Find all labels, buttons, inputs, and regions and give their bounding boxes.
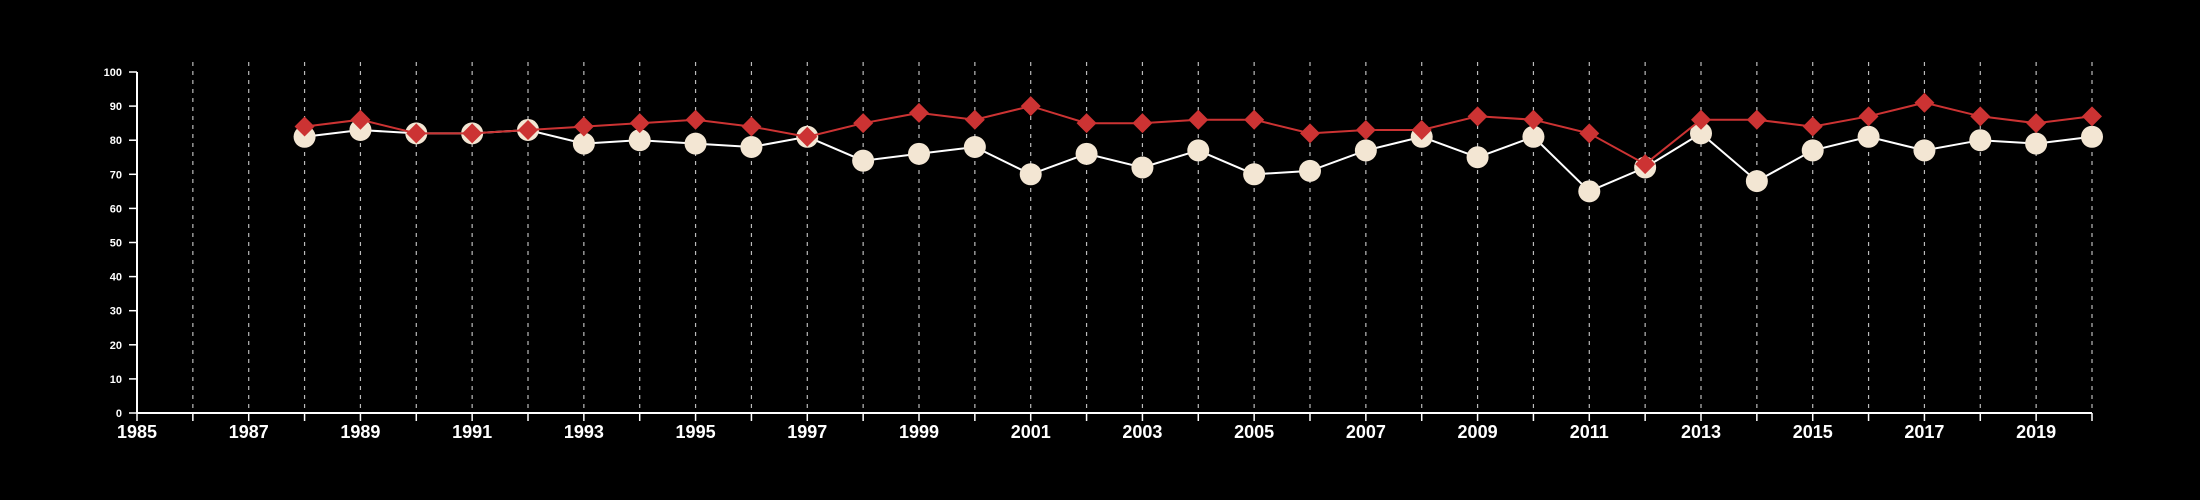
y-tick-label: 0 — [116, 408, 122, 420]
data-point-circle — [1131, 156, 1154, 179]
x-tick-label: 1993 — [564, 422, 604, 442]
x-tick-label: 1989 — [340, 422, 380, 442]
x-tick-label: 1987 — [229, 422, 269, 442]
data-point-circle — [572, 132, 595, 155]
y-tick-label: 20 — [110, 340, 122, 352]
data-point-diamond — [853, 113, 874, 134]
x-tick-label: 2001 — [1011, 422, 1051, 442]
y-tick-label: 90 — [110, 101, 122, 113]
x-tick-label: 1995 — [676, 422, 716, 442]
data-point-diamond — [1355, 119, 1376, 140]
data-point-diamond — [2082, 106, 2102, 127]
data-point-diamond — [1914, 92, 1935, 113]
x-tick-label: 2017 — [1904, 422, 1944, 442]
data-point-circle — [1801, 139, 1824, 162]
x-tick-label: 1991 — [452, 422, 492, 442]
data-point-diamond — [1132, 113, 1153, 134]
data-point-diamond — [964, 109, 985, 130]
data-point-circle — [1690, 122, 1712, 145]
data-point-diamond — [294, 116, 315, 137]
y-tick-label: 60 — [110, 203, 122, 215]
x-axis-ticks: 1985 1987 1989 1991 1993 1995 1997 1999 2001 2003… — [117, 413, 2093, 442]
data-point-diamond — [1970, 106, 1991, 127]
x-tick-label: 2003 — [1122, 422, 1162, 442]
data-point-diamond — [741, 116, 762, 137]
data-point-circle — [740, 136, 763, 159]
y-tick-label: 70 — [110, 169, 122, 181]
data-point-circle — [1299, 159, 1321, 182]
data-point-circle — [1187, 139, 1210, 162]
series-1 — [294, 92, 2102, 175]
x-tick-label: 2019 — [2016, 422, 2056, 442]
data-point-diamond — [573, 116, 594, 137]
data-point-circle — [1578, 180, 1601, 203]
data-point-circle — [1354, 139, 1377, 162]
data-point-diamond — [1020, 96, 1041, 117]
x-tick-label: 2015 — [1793, 422, 1833, 442]
data-point-circle — [1745, 170, 1768, 193]
x-tick-label: 2007 — [1346, 422, 1386, 442]
data-point-diamond — [406, 123, 427, 144]
x-tick-label: 2005 — [1234, 422, 1274, 442]
x-tick-label: 2011 — [1570, 422, 1609, 442]
data-point-diamond — [1076, 113, 1097, 134]
data-point-diamond — [1188, 109, 1209, 130]
data-point-diamond — [1635, 154, 1656, 175]
data-point-diamond — [1802, 116, 1823, 137]
data-point-diamond — [1467, 106, 1488, 127]
data-point-circle — [963, 136, 986, 159]
data-point-diamond — [350, 109, 371, 130]
y-tick-label: 80 — [110, 135, 122, 147]
data-point-diamond — [1858, 106, 1879, 127]
data-point-circle — [684, 132, 707, 155]
data-point-circle — [2025, 132, 2048, 155]
data-point-diamond — [1411, 119, 1432, 140]
data-point-circle — [293, 125, 316, 148]
data-point-circle — [349, 118, 372, 141]
data-point-circle — [908, 142, 930, 165]
data-point-circle — [1913, 139, 1936, 162]
data-point-circle — [2081, 125, 2103, 148]
data-point-circle — [1857, 125, 1880, 148]
data-point-circle — [1969, 129, 1992, 152]
data-point-diamond — [1579, 123, 1600, 144]
y-tick-label: 40 — [110, 272, 122, 284]
data-point-circle — [1522, 125, 1545, 148]
x-tick-label: 2013 — [1681, 422, 1721, 442]
data-point-diamond — [1523, 109, 1544, 130]
data-point-diamond — [462, 123, 483, 144]
data-point-diamond — [629, 113, 650, 134]
data-point-diamond — [1746, 109, 1767, 130]
data-point-circle — [1466, 146, 1489, 169]
series-layer — [293, 92, 2103, 203]
data-point-circle — [1243, 163, 1266, 186]
data-point-diamond — [2026, 113, 2047, 134]
data-point-diamond — [1300, 123, 1320, 144]
y-tick-label: 10 — [110, 374, 122, 386]
y-axis-ticks: 0 10 20 30 40 50 60 70 80 90 100 — [104, 67, 137, 420]
data-point-circle — [1075, 142, 1098, 165]
data-point-circle — [628, 129, 651, 152]
x-tick-label: 1985 — [117, 422, 157, 442]
data-point-diamond — [1244, 109, 1265, 130]
data-point-diamond — [685, 109, 706, 130]
data-point-diamond — [1691, 109, 1711, 130]
y-tick-label: 50 — [110, 238, 122, 250]
y-tick-label: 100 — [104, 67, 122, 79]
x-tick-label: 1997 — [787, 422, 827, 442]
data-point-diamond — [909, 102, 929, 123]
data-point-circle — [1019, 163, 1042, 186]
data-point-diamond — [518, 119, 538, 140]
y-tick-label: 30 — [110, 306, 122, 318]
data-point-diamond — [797, 126, 818, 147]
x-tick-label: 2009 — [1458, 422, 1498, 442]
data-point-circle — [852, 149, 875, 172]
x-tick-label: 1999 — [899, 422, 939, 442]
